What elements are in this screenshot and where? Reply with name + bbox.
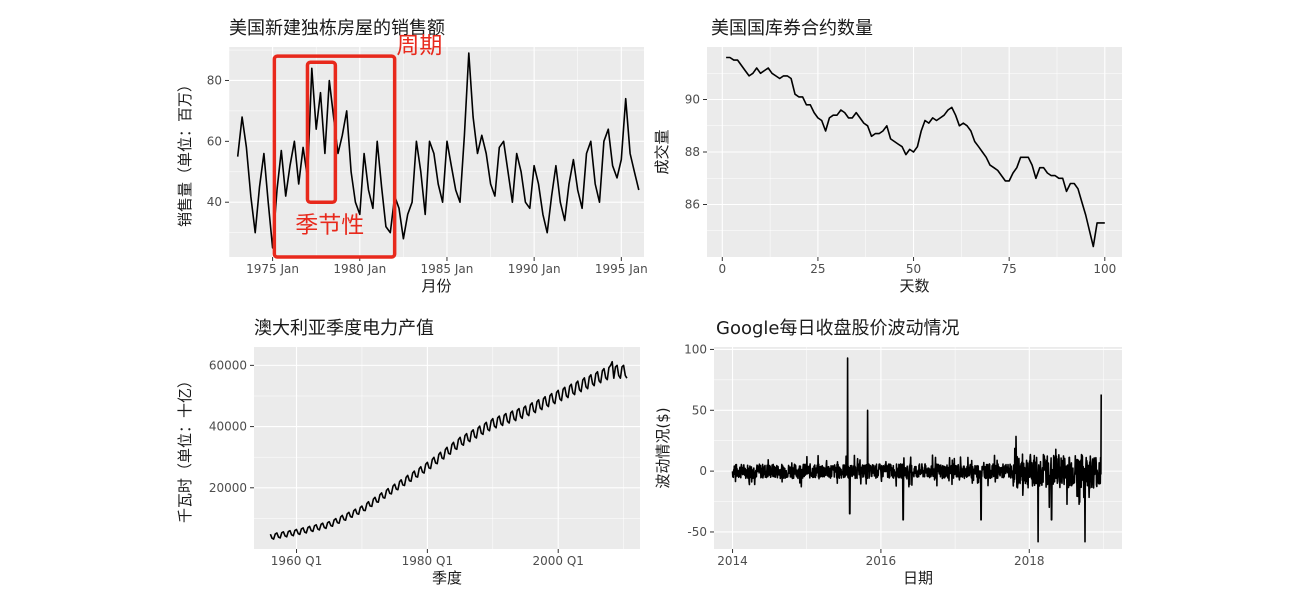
y-axis-label: 千瓦时（单位：十亿） [176,373,194,523]
x-tick-label: 1985 Jan [421,262,474,276]
y-tick-label: 88 [685,145,700,159]
y-tick-label: 100 [684,342,707,356]
y-tick-label: 90 [685,93,700,107]
x-tick-label: 1980 Jan [333,262,386,276]
x-axis-label: 季度 [432,569,462,587]
x-axis-label: 天数 [899,277,929,295]
cycle-annotation-label: 周期 [396,33,442,59]
series-line [726,56,1105,248]
y-axis-label: 成交量 [653,129,671,174]
x-axis-label: 日期 [903,569,933,587]
y-axis-label: 波动情况($) [654,407,672,488]
x-tick-label: 1960 Q1 [271,554,322,568]
plot-background [229,47,644,257]
y-tick-label: -50 [687,525,707,539]
y-tick-label: 50 [692,403,707,417]
x-tick-label: 100 [1093,262,1116,276]
panel-electricity-production: 1960 Q1 1980 Q1 2000 Q1 20000 40000 60000 澳大利亚… [176,318,640,587]
x-tick-label: 2018 [1014,554,1045,568]
y-tick-label: 40000 [209,420,247,434]
x-tick-label: 1995 Jan [595,262,648,276]
panel-title: 美国国库券合约数量 [711,18,873,39]
panel-house-sales: 1975 Jan 1980 Jan 1985 Jan 1990 Jan 1995 Jan… [176,18,648,295]
x-tick-label: 75 [1002,262,1017,276]
panel-title: 美国新建独栋房屋的销售额 [229,18,445,39]
season-annotation-box [305,60,338,204]
x-tick-label: 25 [810,262,825,276]
y-tick-label: 0 [699,464,707,478]
x-tick-label: 2016 [866,554,897,568]
y-tick-label: 86 [685,198,700,212]
y-axis-label: 销售量（单位：百万） [176,77,194,227]
plot-background [714,347,1122,549]
y-tick-label: 20000 [209,481,247,495]
y-tick-label: 40 [207,195,222,209]
y-tick-label: 60000 [209,358,247,372]
x-tick-label: 50 [906,262,921,276]
y-tick-label: 80 [207,73,222,87]
season-annotation-label: 季节性 [295,213,364,239]
x-tick-label: 0 [718,262,726,276]
x-tick-label: 1990 Jan [508,262,561,276]
series-line [236,52,640,249]
x-tick-label: 1980 Q1 [402,554,453,568]
series-line [731,357,1102,543]
series-line [269,360,628,540]
x-axis-label: 月份 [421,277,451,295]
y-tick-label: 60 [207,134,222,148]
x-tick-label: 1975 Jan [246,262,299,276]
x-tick-label: 2000 Q1 [533,554,584,568]
x-tick-label: 2014 [717,554,748,568]
cycle-annotation-box [272,54,397,259]
panel-title: 澳大利亚季度电力产值 [254,318,434,339]
panel-title: Google每日收盘股价波动情况 [716,318,959,339]
